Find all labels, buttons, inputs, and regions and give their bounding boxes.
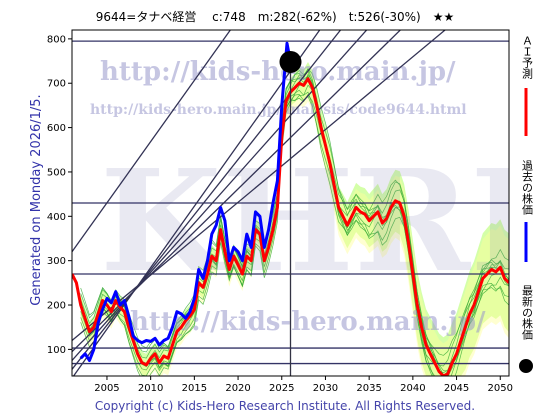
y-tick-label: 700 <box>47 79 66 90</box>
x-tick-label: 2010 <box>138 383 163 394</box>
x-tick-label: 2045 <box>444 383 469 394</box>
y-tick-label: 200 <box>47 301 66 312</box>
forecast-envelope-shade <box>80 68 509 376</box>
current-price-marker-group <box>279 50 302 73</box>
forecast-scenario-line <box>80 93 509 376</box>
current-price-marker <box>279 50 302 73</box>
trend-channel-line <box>72 30 232 253</box>
watermark-url-top: http://kids-hero.main.jp/ <box>100 57 456 87</box>
y-tick-label: 400 <box>47 212 66 223</box>
plot-frame <box>71 29 510 377</box>
y-tick-label: 100 <box>47 345 66 356</box>
watermarks: http://kids-hero.main.jp/ http://kids-he… <box>90 57 536 337</box>
y-tick-label: 600 <box>47 123 66 134</box>
y-tick-label: 300 <box>47 256 66 267</box>
x-tick-label: 2015 <box>182 383 207 394</box>
x-tick-label: 2025 <box>269 383 294 394</box>
legend-latest-swatch <box>519 359 533 373</box>
watermark-url-analysis: http://kids-hero.main.jp/analysis/code96… <box>90 102 467 118</box>
y-tick-label: 800 <box>47 34 66 45</box>
series-past-price-line <box>79 41 292 362</box>
legend-ai-label: ＡＩ予測 <box>521 35 534 80</box>
plot-content: http://kids-hero.main.jp/ http://kids-he… <box>72 30 536 376</box>
forecast-scenario-line <box>80 94 509 376</box>
x-tick-label: 2040 <box>400 383 425 394</box>
left-generated-label: Generated on Monday 2026/1/5. <box>29 94 44 305</box>
x-tick-label: 2050 <box>488 383 513 394</box>
legend-past-label: 過去の株価 <box>521 160 534 215</box>
legend: ＡＩ予測 過去の株価 最新の株価 <box>519 35 534 373</box>
generated-label: Generated on Monday 2026/1/5. <box>29 94 44 305</box>
copyright-footer: Copyright (c) Kids-Hero Research Institu… <box>95 399 475 413</box>
chart-title: 9644=タナベ経営 c:748 m:282(-62%) t:526(-30%)… <box>96 10 455 24</box>
watermark-khri: KHRI <box>100 140 536 304</box>
y-tick-label: 500 <box>47 167 66 178</box>
y-axis: 100 200 300 400 500 600 700 800 <box>47 34 72 356</box>
x-tick-label: 2030 <box>313 383 338 394</box>
x-tick-label: 2035 <box>356 383 381 394</box>
x-axis: 2005 2010 2015 2020 2025 2030 2035 2040 2045 2050 <box>94 376 513 394</box>
forecast-envelope <box>80 62 509 376</box>
legend-latest-label: 最新の株価 <box>521 285 534 340</box>
x-tick-label: 2020 <box>225 383 250 394</box>
x-tick-label: 2005 <box>94 383 119 394</box>
